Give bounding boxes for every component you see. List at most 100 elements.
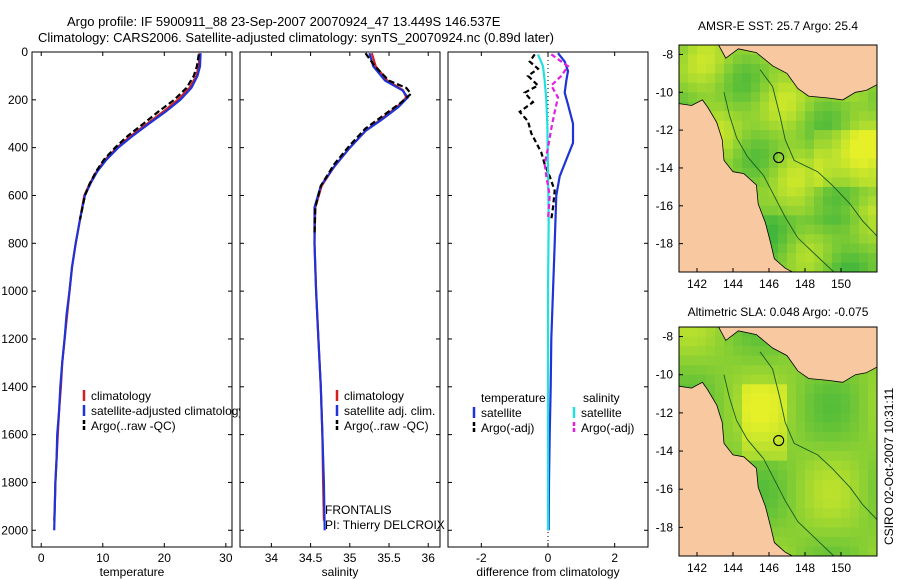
map-cell [697,374,707,385]
map-cell [796,508,806,519]
map-cell [841,158,851,169]
map-x-tick-label: 144 [723,277,743,291]
map-cell [859,215,869,226]
map-y-tick-label: -12 [656,123,674,137]
map-cell [805,224,815,235]
map-cell [760,168,770,179]
map-cell [778,92,788,103]
map-cell [778,384,788,395]
map-cell [724,63,734,74]
map-cell [850,262,860,272]
map-cell [733,422,743,433]
map-cell [751,54,761,65]
map-cell [823,243,833,254]
map-cell [850,186,860,197]
map-cell [787,451,797,462]
map-cell [832,149,842,160]
map-cell [805,412,815,423]
map-cell [724,355,734,366]
map-cell [841,120,851,131]
map-cell [742,130,752,141]
map-cell [832,384,842,395]
map-cell [715,336,725,347]
x-axis-label: salinity [322,565,359,579]
map-land-png [718,327,877,383]
map-cell [787,177,797,188]
map-cell [778,470,788,481]
map-cell [778,234,788,245]
map-cell [805,460,815,471]
map-cell [805,441,815,452]
map-cell [769,73,779,84]
map-cell [868,527,877,538]
map-cell [742,120,752,131]
map-cell [823,546,833,556]
map-cell [733,374,743,385]
legend-label: satellite [581,406,622,420]
map-cell [787,186,797,197]
map-cell [832,215,842,226]
map-cell [751,336,761,347]
map-cell [841,186,851,197]
map-cell [832,441,842,452]
map-cell [796,384,806,395]
map-cell [841,403,851,414]
map-cell [841,262,851,272]
map-cell [823,508,833,519]
map-cell [868,168,877,179]
map-cell [868,365,877,376]
map-cell [778,111,788,122]
map-cell [814,489,824,500]
map-cell [859,177,869,188]
map-y-tick-label: -10 [656,85,674,99]
map-cell [706,101,716,112]
map-cell [742,54,752,65]
map-cell [841,422,851,433]
map-cell [697,327,707,338]
map-cell [832,432,842,443]
map-cell [778,536,788,547]
map-y-tick-label: -14 [656,161,674,175]
map-cell [724,149,734,160]
map-cell [850,393,860,404]
map-cell [814,130,824,141]
map-y-tick-label: -18 [656,520,674,534]
map-cell [841,205,851,216]
map-cell [751,149,761,160]
map-cell [715,120,725,131]
map-cell [859,374,869,385]
map-cell [805,470,815,481]
map-cell [841,412,851,423]
map-cell [778,120,788,131]
map-cell [850,479,860,490]
map-cell [778,186,788,197]
x-tick-label: 20 [158,551,172,565]
map-cell [805,479,815,490]
map-cell [751,158,761,169]
map-cell [850,384,860,395]
map-cell [787,536,797,547]
map-cell [868,412,877,423]
map-cell [796,470,806,481]
map-cell [850,422,860,433]
map-cell [751,63,761,74]
map-cell [751,422,761,433]
map-cell [715,346,725,357]
map-cell [733,139,743,150]
map-cell [814,412,824,423]
map-cell [850,412,860,423]
map-cell [814,441,824,452]
map-cell [823,177,833,188]
map-cell [778,177,788,188]
map-cell [823,441,833,452]
map-cell [805,101,815,112]
map-cell [841,508,851,519]
map-cell [760,479,770,490]
map-cell [796,130,806,141]
map-cell [778,374,788,385]
map-cell [841,384,851,395]
map-cell [814,508,824,519]
map-cell [850,441,860,452]
map-cell [715,384,725,395]
x-tick-label: -2 [476,551,487,565]
